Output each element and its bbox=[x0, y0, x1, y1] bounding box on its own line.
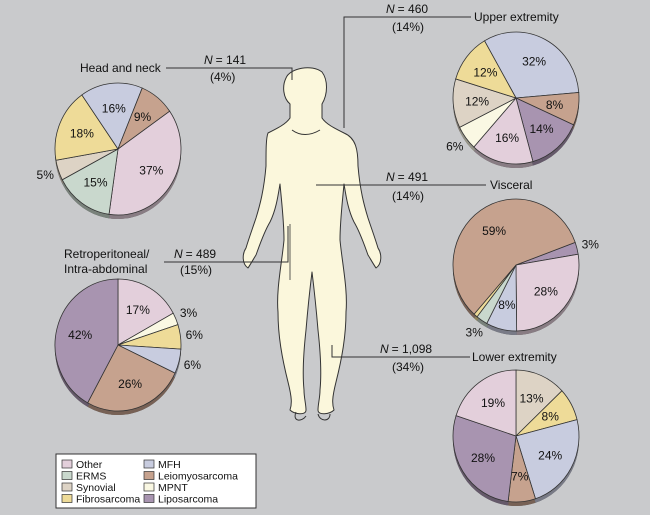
slice-label-mfh: 32% bbox=[522, 55, 546, 69]
title-upper-extremity: Upper extremity bbox=[474, 10, 559, 24]
slice-label-leiomyosarcoma: 9% bbox=[134, 110, 152, 124]
leader-line-lower bbox=[331, 345, 470, 358]
slice-fibrosarcoma bbox=[54, 94, 119, 161]
n-retroperitoneal: N = 489 bbox=[174, 247, 216, 261]
title-head-and-neck: Head and neck bbox=[80, 61, 162, 75]
title2-retroperitoneal: Intra-abdominal bbox=[64, 262, 147, 276]
slice-label-other: 28% bbox=[534, 284, 558, 298]
slice-label-leiomyosarcoma: 8% bbox=[546, 98, 564, 112]
pie-visceral: 3% 28% 8% 3% 59% bbox=[452, 198, 600, 340]
slice-label-liposarcoma: 3% bbox=[582, 238, 600, 252]
legend-swatch-mpnt bbox=[143, 482, 155, 492]
n-lower-extremity: N = 1,098 bbox=[380, 342, 432, 356]
pie-charts: 37% 15% 5% 18% 16% 9% 32% 8% 14% 16% 6% 12% 12% 3% 28%… bbox=[37, 31, 600, 507]
legend-label-synovial: Synovial bbox=[76, 482, 116, 494]
leader-line-head bbox=[166, 67, 293, 80]
legend-label-mpnt: MPNT bbox=[158, 482, 188, 494]
legend-swatch-fibrosarcoma bbox=[61, 494, 73, 503]
legend-label-fibrosarcoma: Fibrosarcoma bbox=[76, 494, 140, 506]
title-retroperitoneal: Retroperitoneal/ bbox=[64, 247, 150, 261]
legend-swatch-erms bbox=[61, 471, 73, 480]
slice-label-synovial: 13% bbox=[519, 391, 543, 405]
slice-fibrosarcoma bbox=[455, 40, 517, 99]
slice-label-leiomyosarcoma: 26% bbox=[118, 377, 142, 391]
slice-label-mfh: 8% bbox=[498, 298, 516, 312]
legend-swatch-other bbox=[61, 459, 73, 469]
leader-line-retro bbox=[164, 226, 289, 263]
slice-leiomyosarcoma bbox=[117, 87, 171, 151]
pie-head-and-neck: 37% 15% 5% 18% 16% 9% bbox=[37, 82, 182, 219]
legend-items: Other MFH ERMS Leiomyosarcoma Synovial MPNT Fi… bbox=[61, 459, 238, 506]
slice-liposarcoma bbox=[54, 278, 119, 404]
slice-label-synovial: 5% bbox=[37, 168, 55, 182]
slice-label-mfh: 16% bbox=[102, 101, 126, 115]
slice-label-liposarcoma: 28% bbox=[471, 451, 495, 465]
share-head-and-neck: (4%) bbox=[210, 70, 235, 84]
slice-label-mfh: 6% bbox=[184, 358, 202, 372]
slice-label-synovial: 12% bbox=[465, 94, 489, 108]
legend-swatch-mfh bbox=[143, 459, 155, 469]
slice-label-liposarcoma: 42% bbox=[68, 328, 92, 342]
slice-mfh bbox=[81, 82, 143, 150]
slice-label-fibrosarcoma: 18% bbox=[70, 126, 94, 140]
human-body-icon bbox=[242, 67, 382, 421]
slice-label-other: 19% bbox=[481, 396, 505, 410]
title-visceral: Visceral bbox=[490, 178, 532, 192]
slice-label-erms: 15% bbox=[83, 175, 107, 189]
slice-liposarcoma bbox=[515, 97, 575, 163]
group-labels: Head and neck N = 141 (4%) Upper extremit… bbox=[64, 2, 559, 374]
slice-label-mpnt: 3% bbox=[180, 306, 198, 320]
legend-label-mfh: MFH bbox=[158, 459, 181, 471]
leader-lines bbox=[164, 16, 486, 358]
slice-label-liposarcoma: 14% bbox=[529, 122, 553, 136]
legend-swatch-liposarcoma bbox=[143, 494, 155, 503]
leader-line-upper bbox=[343, 16, 471, 128]
legend-swatch-synovial bbox=[61, 482, 73, 492]
legend-swatch-leiomyosarcoma bbox=[143, 471, 155, 480]
title-lower-extremity: Lower extremity bbox=[472, 350, 557, 364]
slice-other bbox=[515, 253, 580, 332]
slice-label-mfh: 24% bbox=[538, 449, 562, 463]
legend-label-leiomyosarcoma: Leiomyosarcoma bbox=[158, 471, 238, 483]
pie-retroperitoneal: 17% 3% 6% 6% 26% 42% bbox=[54, 278, 204, 415]
slice-liposarcoma bbox=[452, 415, 517, 502]
slice-label-other: 17% bbox=[126, 303, 150, 317]
n-upper-extremity: N = 460 bbox=[386, 2, 428, 16]
slice-label-other: 16% bbox=[495, 131, 519, 145]
n-head-and-neck: N = 141 bbox=[204, 53, 246, 67]
n-visceral: N = 491 bbox=[386, 170, 428, 184]
slice-label-leiomyosarcoma: 59% bbox=[482, 224, 506, 238]
slice-other bbox=[117, 278, 174, 346]
slice-label-mpnt: 6% bbox=[446, 140, 464, 154]
slice-label-fibrosarcoma: 8% bbox=[542, 409, 560, 423]
pie-lower-extremity: 13% 8% 24% 7% 28% 19% bbox=[452, 369, 580, 507]
share-retroperitoneal: (15%) bbox=[180, 263, 212, 277]
slice-label-fibrosarcoma: 6% bbox=[186, 328, 204, 342]
slice-label-fibrosarcoma: 12% bbox=[473, 66, 497, 80]
slice-label-other: 37% bbox=[139, 163, 163, 177]
slice-other bbox=[108, 110, 182, 216]
slice-mfh bbox=[515, 419, 580, 500]
slice-leiomyosarcoma bbox=[452, 198, 576, 315]
share-lower-extremity: (34%) bbox=[392, 360, 424, 374]
legend-label-other: Other bbox=[76, 459, 103, 471]
slice-mfh bbox=[483, 31, 580, 99]
slice-other bbox=[473, 97, 534, 165]
slice-label-erms: 3% bbox=[466, 326, 484, 340]
legend-label-erms: ERMS bbox=[76, 471, 106, 483]
share-visceral: (14%) bbox=[392, 189, 424, 203]
legend-label-liposarcoma: Liposarcoma bbox=[158, 494, 218, 506]
slice-other bbox=[455, 369, 517, 437]
share-upper-extremity: (14%) bbox=[392, 20, 424, 34]
slice-erms bbox=[61, 148, 119, 215]
legend: Other MFH ERMS Leiomyosarcoma Synovial MPNT Fi… bbox=[55, 453, 257, 509]
legend-box bbox=[55, 453, 257, 509]
pie-upper-extremity: 32% 8% 14% 16% 6% 12% 12% bbox=[446, 31, 580, 168]
slice-label-leiomyosarcoma: 7% bbox=[511, 470, 529, 484]
